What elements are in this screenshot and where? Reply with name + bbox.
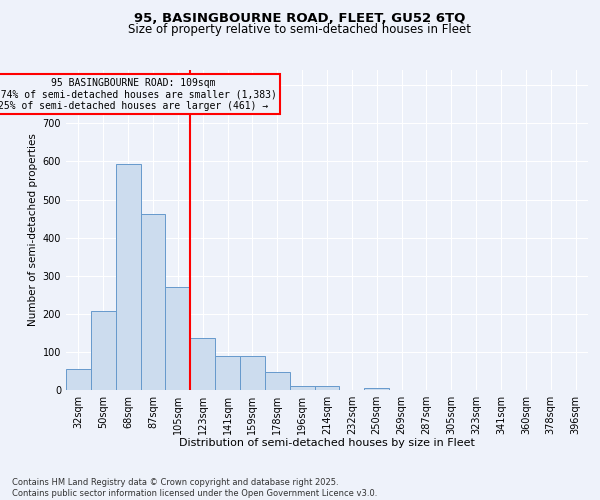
Text: 95 BASINGBOURNE ROAD: 109sqm
← 74% of semi-detached houses are smaller (1,383)
2: 95 BASINGBOURNE ROAD: 109sqm ← 74% of se… xyxy=(0,78,277,111)
Bar xyxy=(91,311,116,390)
Bar xyxy=(116,164,140,390)
Bar xyxy=(140,214,166,390)
Text: Size of property relative to semi-detached houses in Fleet: Size of property relative to semi-detach… xyxy=(128,22,472,36)
Bar xyxy=(364,388,389,390)
Bar xyxy=(290,386,314,390)
Text: 95, BASINGBOURNE ROAD, FLEET, GU52 6TQ: 95, BASINGBOURNE ROAD, FLEET, GU52 6TQ xyxy=(134,12,466,26)
Bar xyxy=(314,386,340,390)
Bar xyxy=(190,338,215,390)
Bar xyxy=(215,356,240,390)
Y-axis label: Number of semi-detached properties: Number of semi-detached properties xyxy=(28,134,38,326)
Text: Contains HM Land Registry data © Crown copyright and database right 2025.
Contai: Contains HM Land Registry data © Crown c… xyxy=(12,478,377,498)
X-axis label: Distribution of semi-detached houses by size in Fleet: Distribution of semi-detached houses by … xyxy=(179,438,475,448)
Bar xyxy=(265,372,290,390)
Bar xyxy=(240,356,265,390)
Bar xyxy=(166,287,190,390)
Bar xyxy=(66,369,91,390)
